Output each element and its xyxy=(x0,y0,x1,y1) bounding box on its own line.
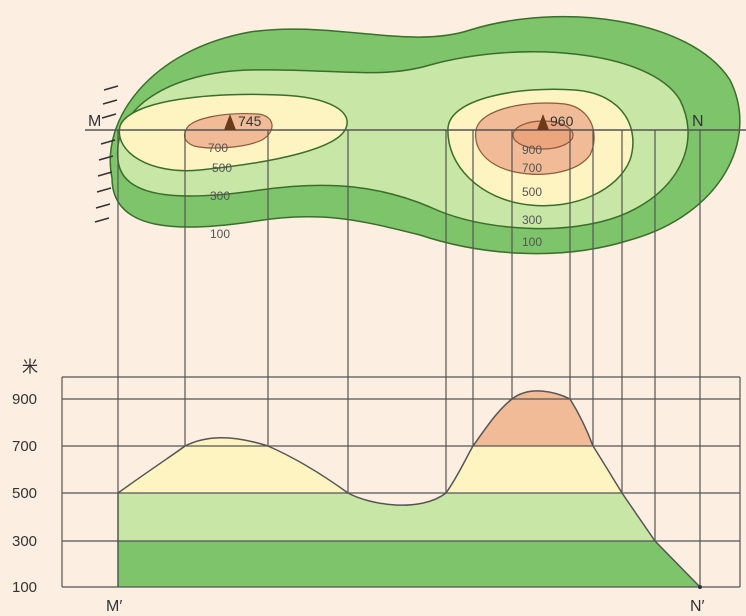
profile-gridlines xyxy=(61,376,741,588)
contour-label-right-700: 700 xyxy=(522,161,542,175)
elevation-profile xyxy=(61,376,741,588)
y-tick-700: 700 xyxy=(12,438,37,455)
contour-map xyxy=(109,15,741,255)
cliff-hachures xyxy=(94,85,119,223)
profile-band-100-300 xyxy=(118,541,700,587)
label-m-prime: M′ xyxy=(106,598,122,615)
contour-label-left-500: 500 xyxy=(212,161,232,175)
contour-label-right-300: 300 xyxy=(522,213,542,227)
contour-label-right-900: 900 xyxy=(522,143,542,157)
profile-end-point xyxy=(698,585,702,589)
label-m: M xyxy=(88,113,101,130)
profile-band-500-700 xyxy=(118,446,348,493)
profile-band-700-up xyxy=(473,390,593,446)
label-n-prime: N′ xyxy=(690,598,705,615)
profile-band-500-700-right xyxy=(446,446,622,493)
profile-outline xyxy=(117,390,701,588)
contour-label-left-100: 100 xyxy=(210,227,230,241)
contour-area-700-left xyxy=(183,113,273,149)
contour-label-left-700: 700 xyxy=(208,141,228,155)
label-n: N xyxy=(692,113,704,130)
y-tick-500: 500 xyxy=(12,485,37,502)
y-tick-100: 100 xyxy=(12,579,37,596)
profile-unit-label: 米 xyxy=(22,358,38,376)
peak-left-elevation: 745 xyxy=(238,113,262,129)
peak-triangle-icon xyxy=(537,114,549,130)
contour-label-right-500: 500 xyxy=(522,185,542,199)
contour-label-right-100: 100 xyxy=(522,235,542,249)
peak-right-elevation: 960 xyxy=(550,113,574,129)
y-tick-300: 300 xyxy=(12,533,37,550)
peak-triangle-icon xyxy=(224,114,236,130)
projection-lines xyxy=(117,130,701,587)
y-tick-900: 900 xyxy=(12,391,37,408)
contour-label-left-300: 300 xyxy=(210,189,230,203)
profile-band-300-500 xyxy=(118,493,655,541)
